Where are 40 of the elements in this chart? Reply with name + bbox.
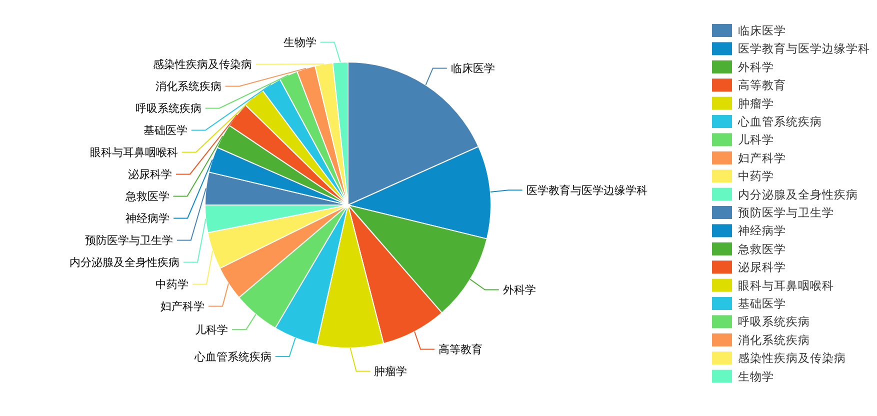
slice-label: 消化系统疾病	[155, 80, 222, 94]
slice-label: 感染性疾病及传染病	[152, 58, 252, 72]
legend-label: 感染性疾病及传染病	[738, 351, 846, 366]
slice-label: 内分泌腺及全身性疾病	[70, 256, 180, 270]
legend-label: 神经病学	[738, 224, 786, 238]
slice-label: 呼吸系统疾病	[135, 102, 202, 116]
slice-label: 基础医学	[143, 124, 188, 138]
slice-label: 中药学	[156, 278, 189, 292]
legend-label: 呼吸系统疾病	[738, 314, 810, 329]
slice-label: 预防医学与卫生学	[84, 234, 173, 248]
legend-label: 心血管系统疾病	[737, 114, 822, 129]
legend-label: 医学教育与医学边缘学科	[738, 42, 870, 56]
slice-label: 医学教育与医学边缘学科	[526, 184, 648, 198]
legend-label: 儿科学	[738, 132, 774, 147]
slice-label: 高等教育	[438, 343, 483, 356]
legend-label: 中药学	[738, 169, 774, 184]
legend-label: 消化系统疾病	[738, 332, 810, 347]
legend-label: 肿瘤学	[738, 96, 774, 110]
legend-label: 基础医学	[738, 296, 786, 311]
slice-label: 儿科学	[195, 323, 228, 336]
slice-label: 急救医学	[124, 190, 170, 204]
slice-label: 临床医学	[450, 62, 495, 76]
legend-label: 生物学	[738, 369, 774, 384]
legend-label: 妇产科学	[738, 150, 786, 165]
legend-label: 内分泌腺及全身性疾病	[738, 187, 858, 202]
legend-label: 预防医学与卫生学	[738, 206, 834, 220]
slice-label: 外科学	[502, 284, 536, 297]
slice-label: 神经病学	[126, 212, 170, 226]
legend-label: 临床医学	[738, 24, 786, 38]
slice-label: 泌尿科学	[128, 168, 172, 182]
legend-label: 高等教育	[738, 78, 786, 92]
slice-label: 心血管系统疾病	[193, 350, 272, 364]
slice-label: 生物学	[283, 36, 316, 50]
slice-label: 肿瘤学	[374, 365, 408, 378]
legend-label: 泌尿科学	[738, 260, 786, 274]
slice-label: 妇产科学	[160, 300, 204, 314]
legend-label: 急救医学	[737, 242, 786, 256]
legend-label: 外科学	[738, 60, 774, 74]
slice-label: 眼科与耳鼻咽喉科	[90, 146, 178, 160]
legend-label: 眼科与耳鼻咽喉科	[738, 278, 834, 292]
